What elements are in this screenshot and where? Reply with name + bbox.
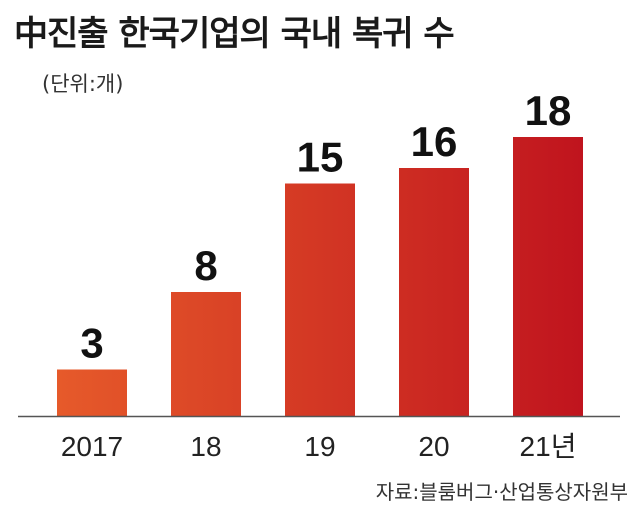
bar-20	[399, 168, 469, 416]
value-label-21년: 18	[525, 87, 572, 134]
chart-title: 中진출 한국기업의 국내 복귀 수	[14, 14, 455, 54]
category-label-19: 19	[304, 431, 335, 462]
value-label-20: 16	[411, 118, 458, 165]
bar-19	[285, 183, 355, 416]
unit-label: (단위:개)	[42, 72, 124, 96]
value-label-18: 8	[194, 242, 217, 289]
bar-2017	[57, 369, 127, 416]
bar-21년	[513, 137, 583, 416]
category-label-20: 20	[418, 431, 449, 462]
source-note: 자료:블룸버그·산업통상자원부	[375, 480, 628, 504]
category-label-21년: 21년	[520, 431, 577, 462]
category-label-2017: 2017	[61, 431, 123, 462]
value-label-2017: 3	[80, 320, 103, 367]
bar-18	[171, 292, 241, 416]
category-label-18: 18	[190, 431, 221, 462]
value-label-19: 15	[297, 134, 344, 181]
